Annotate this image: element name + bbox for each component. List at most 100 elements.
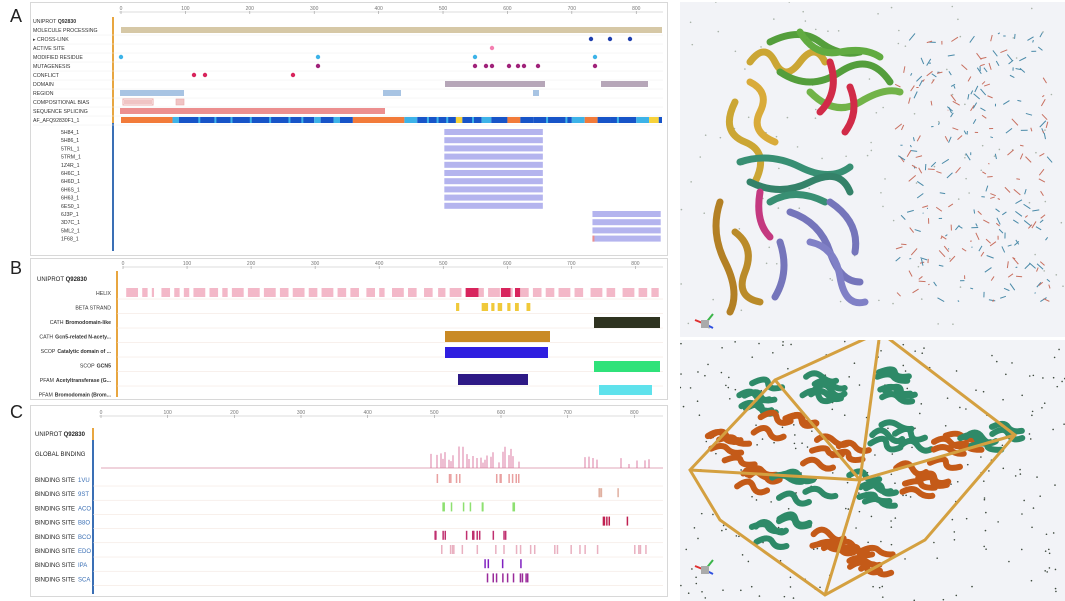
binding-site-mark[interactable] — [459, 474, 461, 483]
domain-bar[interactable] — [445, 81, 545, 87]
structure-bar[interactable] — [592, 227, 661, 234]
binding-site-mark[interactable] — [481, 502, 484, 512]
binding-site-mark[interactable] — [512, 573, 515, 583]
binding-site-mark[interactable] — [495, 474, 498, 483]
region-bar[interactable] — [383, 90, 401, 96]
structure-view-e[interactable] — [680, 340, 1065, 601]
binding-site-mark[interactable] — [570, 545, 572, 554]
binding-site-mark[interactable] — [442, 502, 444, 512]
binding-site-mark[interactable] — [508, 474, 510, 483]
structure-bar[interactable] — [444, 186, 543, 193]
binding-site-mark[interactable] — [596, 545, 599, 554]
binding-site-mark[interactable] — [469, 502, 472, 512]
binding-site-mark[interactable] — [450, 474, 452, 483]
structure-bar[interactable] — [444, 161, 543, 168]
binding-site-mark[interactable] — [608, 516, 611, 526]
cath-gcn5-bar[interactable] — [445, 331, 550, 342]
binding-site-mark[interactable] — [606, 516, 608, 526]
structure-bar[interactable] — [592, 219, 661, 226]
binding-site-mark[interactable] — [495, 545, 497, 554]
binding-site-mark[interactable] — [638, 545, 640, 554]
binding-site-mark[interactable] — [626, 516, 629, 526]
binding-site-mark[interactable] — [511, 474, 514, 483]
structure-bar[interactable] — [444, 137, 543, 144]
binding-site-mark[interactable] — [519, 573, 522, 583]
binding-site-mark[interactable] — [448, 474, 451, 483]
binding-site-mark[interactable] — [476, 545, 479, 554]
binding-site-mark[interactable] — [444, 530, 447, 540]
binding-site-mark[interactable] — [487, 559, 490, 569]
pfam-acetyltransferase-bar[interactable] — [458, 374, 528, 385]
binding-site-mark[interactable] — [461, 545, 464, 554]
binding-site-mark[interactable] — [617, 488, 619, 498]
modified-residue-dot[interactable] — [592, 54, 598, 60]
scop-gcn5-bar[interactable] — [594, 361, 660, 372]
binding-site-mark[interactable] — [600, 488, 603, 498]
structure-bar[interactable] — [592, 211, 661, 217]
bias-bar[interactable] — [122, 98, 154, 106]
structure-bar[interactable] — [444, 178, 543, 185]
binding-site-mark[interactable] — [486, 573, 489, 583]
active-site-dot[interactable] — [489, 45, 495, 51]
binding-site-mark[interactable] — [492, 573, 495, 583]
binding-site-mark[interactable] — [634, 545, 636, 554]
binding-site-mark[interactable] — [484, 559, 486, 569]
modified-residue-dot[interactable] — [472, 54, 478, 60]
region-bar[interactable] — [533, 90, 539, 96]
binding-site-mark[interactable] — [506, 573, 509, 583]
binding-site-mark[interactable] — [435, 530, 437, 540]
binding-site-mark[interactable] — [504, 530, 507, 540]
alphafold-track[interactable] — [121, 117, 662, 123]
binding-site-mark[interactable] — [598, 488, 600, 498]
binding-site-mark[interactable] — [579, 545, 581, 554]
structure-bar[interactable] — [444, 194, 543, 201]
modified-residue-dot[interactable] — [315, 54, 321, 60]
global-binding-track[interactable] — [430, 446, 650, 468]
binding-site-mark[interactable] — [645, 545, 647, 554]
binding-site-mark[interactable] — [476, 530, 478, 540]
binding-site-mark[interactable] — [499, 474, 501, 483]
binding-site-mark[interactable] — [526, 573, 529, 583]
binding-site-mark[interactable] — [501, 559, 504, 569]
binding-site-mark[interactable] — [495, 573, 498, 583]
binding-site-mark[interactable] — [442, 530, 444, 540]
domain-bar[interactable] — [601, 81, 648, 87]
binding-site-mark[interactable] — [502, 573, 504, 583]
binding-site-mark[interactable] — [584, 545, 586, 554]
structure-bar[interactable] — [592, 235, 661, 242]
binding-site-mark[interactable] — [521, 573, 524, 583]
bias-bar[interactable] — [175, 98, 185, 106]
binding-site-mark[interactable] — [441, 545, 443, 554]
structure-view-d[interactable] — [680, 2, 1065, 337]
binding-site-mark[interactable] — [471, 530, 474, 540]
cath-bromodomain-bar[interactable] — [594, 317, 660, 328]
binding-site-mark[interactable] — [520, 559, 522, 569]
structure-bar[interactable] — [444, 153, 543, 160]
binding-site-mark[interactable] — [451, 545, 454, 554]
structure-bar[interactable] — [444, 145, 543, 152]
crosslink-dot[interactable] — [588, 36, 594, 42]
binding-site-mark[interactable] — [453, 545, 455, 554]
modified-residue-dot[interactable] — [118, 54, 124, 60]
beta-strand-track[interactable] — [456, 303, 531, 311]
binding-site-mark[interactable] — [513, 502, 516, 512]
binding-site-mark[interactable] — [556, 545, 559, 554]
binding-site-mark[interactable] — [443, 502, 445, 512]
pfam-bromodomain-bar[interactable] — [599, 385, 652, 395]
binding-site-mark[interactable] — [529, 545, 532, 554]
binding-site-mark[interactable] — [465, 530, 468, 540]
crosslink-dot[interactable] — [607, 36, 613, 42]
crosslink-dot[interactable] — [627, 36, 633, 42]
scop-catalytic-bar[interactable] — [445, 347, 548, 358]
binding-site-mark[interactable] — [492, 530, 495, 540]
region-bar[interactable] — [120, 90, 184, 96]
molecule-processing-bar[interactable] — [121, 27, 662, 33]
structure-bar[interactable] — [444, 170, 543, 176]
binding-site-mark[interactable] — [525, 573, 527, 583]
binding-site-mark[interactable] — [436, 474, 439, 483]
structure-bar[interactable] — [444, 202, 543, 209]
structure-bar[interactable] — [444, 129, 543, 135]
binding-site-mark[interactable] — [533, 545, 536, 554]
binding-site-mark[interactable] — [554, 545, 556, 554]
binding-site-mark[interactable] — [503, 530, 505, 540]
